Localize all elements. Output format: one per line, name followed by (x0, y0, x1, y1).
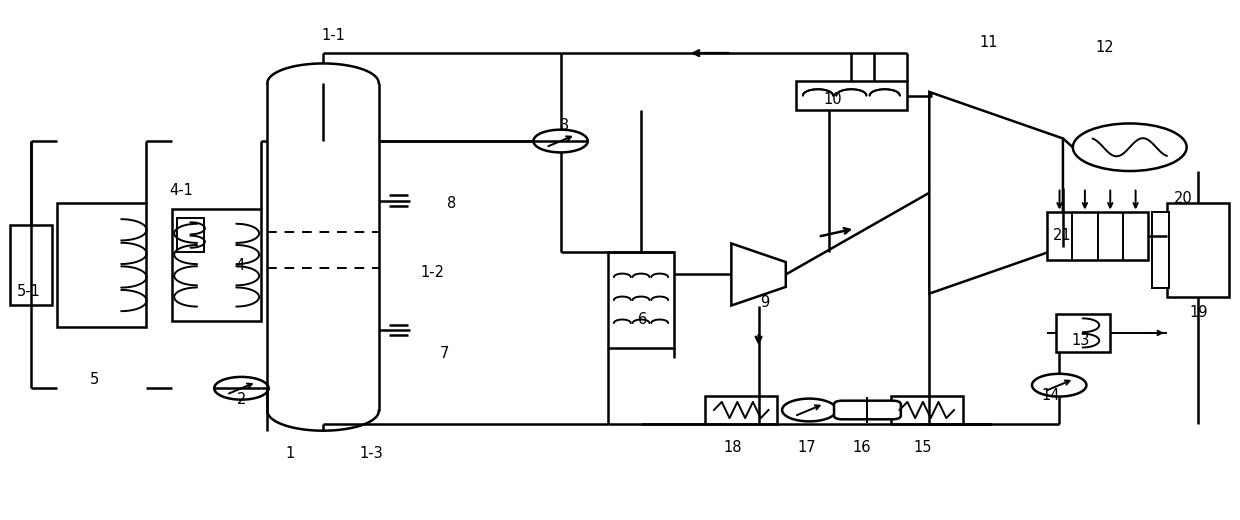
Bar (1055, 314, 1110, 352)
Text: 15: 15 (914, 440, 932, 454)
Text: 4: 4 (236, 258, 244, 272)
Text: 5: 5 (89, 372, 99, 387)
Text: 17: 17 (797, 440, 816, 454)
Text: 1-3: 1-3 (360, 447, 383, 461)
Text: 1-1: 1-1 (321, 28, 345, 43)
Text: 20: 20 (1173, 191, 1193, 206)
Bar (1152, 212, 1169, 288)
FancyBboxPatch shape (835, 401, 900, 419)
Text: 12: 12 (1096, 41, 1115, 56)
Text: 3: 3 (559, 118, 569, 133)
Text: 9: 9 (760, 295, 769, 310)
Text: 13: 13 (1071, 333, 1090, 348)
Text: 21: 21 (1053, 228, 1071, 243)
Bar (892, 396, 962, 424)
Polygon shape (732, 243, 786, 306)
Text: 11: 11 (980, 35, 998, 50)
Bar (1167, 203, 1229, 297)
Circle shape (533, 129, 588, 152)
Circle shape (1032, 374, 1086, 397)
Text: 1-2: 1-2 (420, 265, 444, 280)
Text: 1: 1 (285, 447, 294, 461)
Text: 2: 2 (237, 392, 246, 407)
Polygon shape (929, 92, 1063, 294)
Bar (608, 252, 675, 348)
Text: 18: 18 (723, 440, 742, 454)
Text: 16: 16 (852, 440, 870, 454)
Bar (10, 226, 52, 305)
Text: 14: 14 (1042, 388, 1060, 403)
Text: 19: 19 (1189, 305, 1208, 320)
Bar (57, 203, 146, 327)
Circle shape (215, 377, 269, 400)
Bar (706, 396, 777, 424)
Text: 6: 6 (637, 312, 647, 327)
Text: 4-1: 4-1 (169, 183, 192, 198)
Bar (177, 218, 203, 252)
Circle shape (782, 399, 837, 421)
Text: 7: 7 (440, 346, 449, 360)
Bar (1047, 212, 1148, 260)
Bar (172, 210, 262, 321)
Text: 8: 8 (448, 196, 456, 211)
Text: 10: 10 (823, 92, 842, 107)
Bar (796, 81, 906, 110)
Text: 5-1: 5-1 (16, 283, 41, 298)
Circle shape (1073, 123, 1187, 171)
